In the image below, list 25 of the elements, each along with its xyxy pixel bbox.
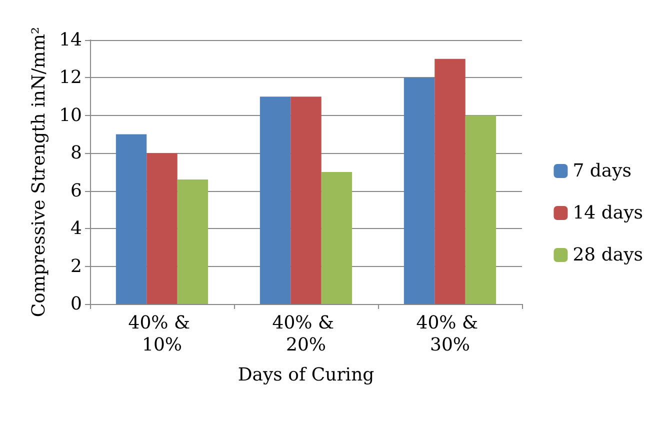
x-tick-label: 40% & 20% <box>272 312 340 356</box>
bar <box>465 115 496 304</box>
y-tick-label: 14 <box>59 30 82 50</box>
y-tick-label: 12 <box>59 67 82 88</box>
bar <box>146 153 178 304</box>
y-tick-label: 6 <box>70 180 82 202</box>
x-axis-title: Days of Curing <box>238 364 374 386</box>
y-tick-label: 0 <box>70 294 82 314</box>
legend-label: 28 days <box>572 244 644 266</box>
bar <box>116 134 147 304</box>
bar <box>260 96 291 304</box>
x-tick-label: 40% & 30% <box>416 312 484 356</box>
y-tick-label: 8 <box>70 142 82 164</box>
y-tick-label: 10 <box>59 104 82 126</box>
y-tick-label: 2 <box>70 256 82 277</box>
legend-label: 7 days <box>572 160 632 182</box>
bar <box>404 78 435 304</box>
bar <box>434 58 466 304</box>
y-axis-title: Compressive Strength inN/mm² <box>28 26 50 318</box>
legend-label: 14 days <box>572 202 644 224</box>
bar <box>321 172 352 304</box>
x-tick-label: 40% & 10% <box>128 312 196 356</box>
y-tick-label: 4 <box>70 218 82 240</box>
bar <box>177 180 208 304</box>
bar <box>290 96 322 304</box>
